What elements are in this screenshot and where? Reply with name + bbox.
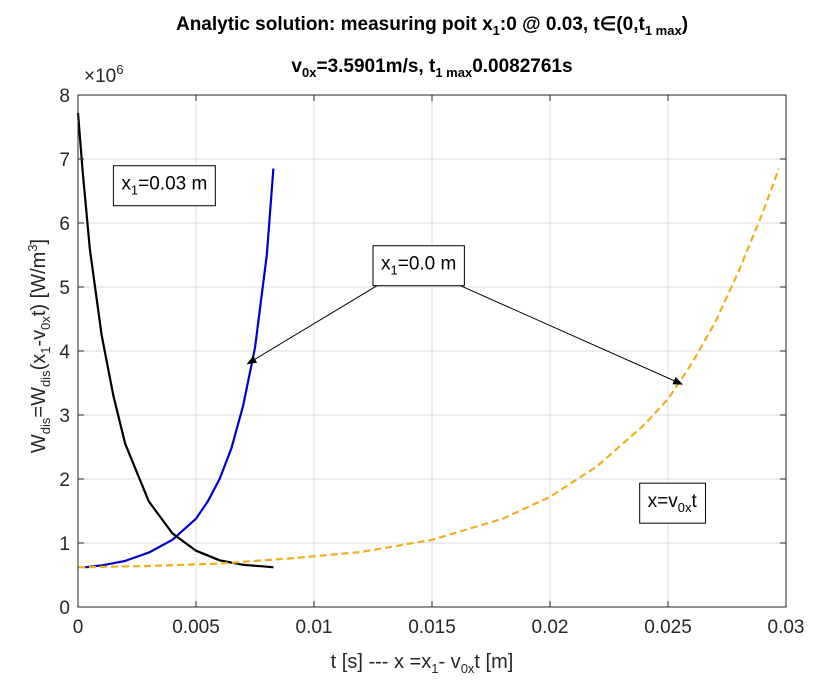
text-part: (x [28, 354, 50, 371]
annotation-text-0: x1​=0.03 m [121, 174, 207, 198]
text-part: - v [438, 651, 460, 673]
text-part: x=v [648, 491, 679, 512]
x-tick-label: 0.025 [644, 617, 692, 638]
annotation-text-2: x=v0x​t [648, 491, 698, 515]
x-tick-label: 0.02 [532, 617, 569, 638]
y-axis-label: Wdis​=Wdis​(x1​-v0x​t) [W/m3​] [25, 239, 53, 453]
x-tick-label: 0.015 [408, 617, 456, 638]
annotation-arrow-1 [460, 285, 684, 385]
text-part: 1 [38, 347, 53, 354]
text-part: 1 [391, 263, 398, 278]
text-part: 3 [25, 244, 40, 251]
text-part: t [s] --- x =x [331, 651, 432, 673]
text-part: t [692, 491, 698, 512]
y-tick-label: 5 [59, 278, 70, 299]
text-part: 1 [493, 23, 500, 38]
x-axis-label: t [s] --- x =x1​- v0x​t [m] [331, 651, 514, 676]
x-tick-label: 0.005 [172, 617, 220, 638]
x-tick-label: 0.01 [296, 617, 333, 638]
y-exponent: ×106 [84, 62, 123, 87]
y-tick-label: 6 [59, 214, 70, 235]
chart-text: 0 0.005 0.01 0.015 0.02 0.025 0.03 0 1 2 3 4 5 6 7 8 ×10… [25, 14, 804, 676]
annotation-box-2 [639, 482, 707, 524]
text-part: ) [682, 14, 688, 35]
annotation-arrow-0 [246, 285, 378, 365]
text-part: v [291, 56, 302, 77]
text-part: t [m] [474, 651, 513, 673]
text-part: Analytic solution: measuring poit x [176, 14, 493, 35]
text-part: 1 max [645, 23, 683, 38]
text-part: 1 max [435, 65, 473, 80]
y-tick-label: 1 [59, 534, 70, 555]
text-part: t) [W/m [28, 252, 50, 316]
text-part: W [28, 434, 50, 453]
y-exponent-base: ×10 [84, 66, 116, 87]
text-part: x [121, 174, 131, 195]
text-part: dis [38, 370, 53, 387]
annotations: x1​=0.03 m x1​=0.0 m x=v0x​t [112, 165, 707, 524]
annotation-box-0 [112, 165, 216, 207]
text-part: -v [28, 330, 50, 347]
annotation-text-1: x1​=0.0 m [381, 254, 456, 278]
text-part: =0.03 m [138, 174, 207, 195]
axis-ticks [77, 94, 787, 608]
text-part: =3.5901m/s, t [316, 56, 436, 77]
text-part: 0x [678, 500, 692, 515]
text-part: ] [28, 239, 50, 245]
chart-title-line1: Analytic solution: measuring poit x1​:0 … [176, 14, 688, 38]
text-part: 1 [431, 661, 438, 676]
y-tick-label: 3 [59, 406, 70, 427]
plot-lines [76, 112, 780, 569]
series-line-2 [77, 168, 780, 569]
series-line-0 [84, 168, 275, 569]
x-tick-label: 0.03 [768, 617, 805, 638]
text-part: 0.0082761s [472, 56, 572, 77]
y-tick-label: 0 [59, 598, 70, 619]
chart-title-line2: v0x​=3.5901m/s, t1 max​0.0082761s [291, 56, 572, 80]
text-part: 1 [131, 183, 138, 198]
text-part: 0x [461, 661, 475, 676]
annotation-box-1 [372, 245, 465, 287]
text-part: :0 @ 0.03, t∈(0,t [500, 14, 646, 35]
y-tick-label: 7 [59, 150, 70, 171]
text-part: 0x [38, 316, 53, 330]
grid [78, 95, 786, 607]
series-line-1 [76, 112, 274, 569]
y-tick-label: 8 [59, 86, 70, 107]
y-tick-label: 4 [59, 342, 70, 363]
text-part: =0.0 m [398, 254, 457, 275]
text-part: 0x [302, 65, 317, 80]
text-part: dis [38, 417, 53, 434]
x-tick-label: 0 [73, 617, 84, 638]
y-tick-label: 2 [59, 470, 70, 491]
text-part: =W [28, 387, 50, 418]
text-part: x [381, 254, 391, 275]
y-exponent-power: 6 [116, 62, 123, 77]
